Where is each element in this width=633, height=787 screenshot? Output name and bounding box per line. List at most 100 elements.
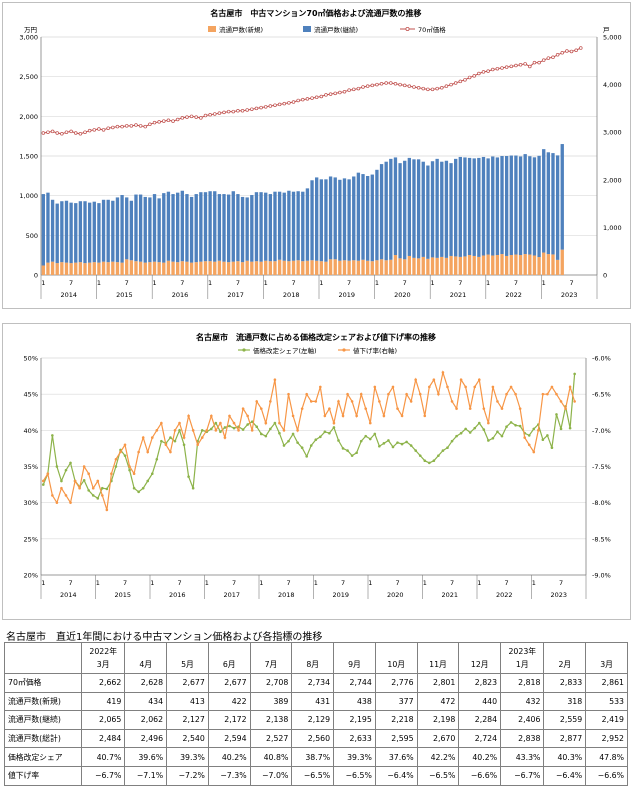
bar-continuing-listings	[194, 194, 198, 263]
bar-new-listings	[500, 254, 504, 275]
price-point	[551, 55, 555, 60]
x-year-label: 2023	[550, 591, 567, 599]
price-point	[328, 92, 333, 96]
revision-share-point	[55, 465, 59, 468]
bar-continuing-listings	[472, 158, 476, 256]
price-point	[389, 81, 393, 85]
legend-swatch	[208, 26, 216, 32]
revision-share-point	[259, 432, 263, 436]
table-cell: −6.6%	[458, 765, 502, 786]
revision-share-point	[491, 436, 495, 440]
discount-rate-point	[114, 457, 118, 461]
header-year	[254, 645, 289, 658]
x-tick-label: 7	[504, 579, 508, 587]
discount-rate-point	[96, 479, 100, 483]
discount-rate-point	[291, 414, 295, 418]
table-cell: 2,744	[333, 673, 376, 693]
price-point	[361, 85, 365, 89]
discount-rate-point	[418, 392, 422, 396]
revision-share-point	[482, 428, 486, 431]
revision-share-point	[87, 489, 90, 492]
bar-continuing-listings	[315, 177, 319, 261]
bar-continuing-listings	[352, 176, 356, 261]
bar-new-listings	[375, 260, 379, 275]
x-year-label: 2022	[496, 591, 513, 599]
revision-share-point	[96, 497, 100, 500]
revision-share-point	[219, 430, 222, 434]
revision-share-point	[69, 461, 72, 465]
legend-swatch	[303, 26, 311, 32]
y-left-tick-label: 2,500	[19, 73, 38, 81]
x-year-label: 2015	[114, 591, 131, 599]
price-point	[314, 95, 319, 100]
bar-new-listings	[157, 262, 161, 275]
header-year	[589, 645, 624, 658]
bar-continuing-listings	[458, 156, 462, 257]
bar-new-listings	[254, 261, 259, 275]
indicator-table: 2022年 3月 4月 5月 6月 7月 8月 9月 10月 11月 12月 202…	[4, 642, 628, 786]
table-cell: 2,877	[543, 728, 587, 749]
revision-share-point	[355, 451, 358, 455]
discount-rate-point	[173, 429, 177, 432]
price-point	[305, 97, 310, 101]
discount-rate-point	[191, 429, 195, 432]
legend-marker	[405, 26, 410, 31]
bar-continuing-listings	[199, 192, 203, 262]
revision-share-point	[500, 434, 504, 438]
bar-new-listings	[287, 261, 291, 275]
price-point	[138, 124, 143, 128]
discount-rate-point	[518, 407, 522, 410]
bar-continuing-listings	[523, 154, 527, 255]
price-point	[50, 129, 55, 134]
bar-new-listings	[472, 255, 476, 275]
price-point	[509, 64, 514, 69]
discount-rate-point	[241, 407, 245, 410]
revision-share-point	[518, 424, 522, 428]
x-tick-label: 7	[403, 279, 407, 287]
bar-new-listings	[92, 262, 96, 275]
revision-share-point	[51, 434, 54, 437]
bar-new-listings	[481, 255, 486, 275]
revision-share-point	[323, 430, 327, 434]
discount-rate-point	[55, 501, 59, 504]
header-year	[421, 645, 456, 658]
y-right-tick-label: 2,000	[603, 176, 622, 184]
header-month: 7月	[264, 660, 278, 669]
y-right-tick-label: -6.5%	[592, 391, 611, 399]
bar-continuing-listings	[356, 172, 361, 261]
row-label: 流通戸数(継続)	[4, 710, 82, 730]
header-month-cell: 4月	[124, 642, 168, 674]
bar-continuing-listings	[421, 161, 425, 257]
x-year-label: 2021	[441, 591, 458, 599]
price-point	[273, 103, 277, 107]
discount-rate-point	[464, 385, 467, 389]
bar-new-listings	[444, 257, 449, 275]
price-point	[73, 131, 78, 135]
bar-new-listings	[83, 263, 87, 275]
bar-continuing-listings	[111, 200, 115, 262]
table-cell: 2,062	[124, 710, 168, 730]
bar-new-listings	[398, 258, 402, 275]
revision-share-point	[210, 427, 213, 431]
price-point	[407, 84, 412, 88]
price-point	[421, 86, 426, 91]
x-tick-label: 7	[450, 579, 454, 587]
discount-rate-point	[160, 421, 163, 425]
discount-rate-line	[42, 370, 576, 511]
revision-share-point	[305, 455, 308, 458]
x-tick-label: 1	[430, 279, 434, 287]
header-month-cell: 6月	[207, 642, 251, 674]
bar-continuing-listings	[106, 199, 110, 263]
header-month: 3月	[96, 660, 110, 669]
bar-continuing-listings	[393, 157, 398, 256]
price-point	[268, 104, 273, 108]
discount-rate-point	[523, 436, 526, 439]
y-right-tick-label: -9.0%	[592, 572, 611, 580]
bar-new-listings	[315, 260, 319, 275]
table-cell: 2,218	[374, 710, 418, 730]
discount-rate-point	[119, 450, 122, 454]
revision-share-point	[132, 486, 136, 490]
header-month-cell: 7月	[249, 642, 293, 674]
price-point	[254, 106, 259, 111]
bar-new-listings	[64, 262, 69, 275]
